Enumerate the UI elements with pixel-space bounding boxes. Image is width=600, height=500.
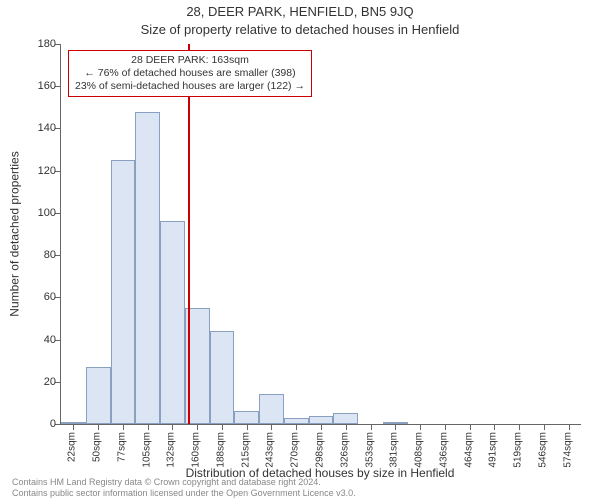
x-tick-label: 464sqm [463, 432, 474, 468]
x-tick-label: 408sqm [414, 432, 425, 468]
x-tick [371, 424, 372, 430]
x-tick [73, 424, 74, 430]
x-tick [470, 424, 471, 430]
annotation-line1: 28 DEER PARK: 163sqm [75, 54, 305, 67]
x-tick [197, 424, 198, 430]
x-tick [148, 424, 149, 430]
x-tick [222, 424, 223, 430]
x-tick [271, 424, 272, 430]
x-tick-label: 215sqm [240, 432, 251, 468]
x-tick-label: 519sqm [513, 432, 524, 468]
x-tick [123, 424, 124, 430]
x-tick [420, 424, 421, 430]
chart-title-description: Size of property relative to detached ho… [0, 22, 600, 37]
x-tick-label: 491sqm [488, 432, 499, 468]
x-tick [494, 424, 495, 430]
y-tick-label: 140 [26, 122, 56, 134]
histogram-bar [309, 416, 334, 424]
y-tick-label: 180 [26, 38, 56, 50]
y-tick-label: 60 [26, 291, 56, 303]
x-tick-label: 381sqm [389, 432, 400, 468]
x-tick-label: 326sqm [339, 432, 350, 468]
x-tick-label: 270sqm [290, 432, 301, 468]
histogram-bar [86, 367, 111, 424]
x-tick [519, 424, 520, 430]
x-tick [98, 424, 99, 430]
x-tick-label: 160sqm [191, 432, 202, 468]
x-tick [321, 424, 322, 430]
y-tick-label: 40 [26, 334, 56, 346]
annotation-line3: 23% of semi-detached houses are larger (… [75, 80, 305, 93]
x-tick-label: 298sqm [315, 432, 326, 468]
x-tick-label: 50sqm [92, 432, 103, 462]
x-tick [296, 424, 297, 430]
histogram-bar [259, 394, 284, 424]
x-tick [346, 424, 347, 430]
y-axis-label-text: Number of detached properties [8, 151, 22, 316]
footer-line1: Contains HM Land Registry data © Crown c… [12, 477, 356, 487]
x-tick-label: 353sqm [364, 432, 375, 468]
histogram-bar [333, 413, 358, 424]
plot-area [60, 44, 581, 425]
x-tick-label: 77sqm [116, 432, 127, 462]
x-tick-label: 546sqm [537, 432, 548, 468]
annotation-line2: ← 76% of detached houses are smaller (39… [75, 67, 305, 80]
x-tick-label: 132sqm [166, 432, 177, 468]
x-tick-label: 243sqm [265, 432, 276, 468]
x-tick [445, 424, 446, 430]
y-tick-label: 120 [26, 165, 56, 177]
x-tick-label: 436sqm [438, 432, 449, 468]
y-axis-label: Number of detached properties [8, 44, 22, 424]
property-marker-line [188, 44, 190, 424]
x-tick [569, 424, 570, 430]
x-tick [247, 424, 248, 430]
histogram-bar [160, 221, 185, 424]
y-tick-label: 160 [26, 80, 56, 92]
x-tick [544, 424, 545, 430]
footer-line2: Contains public sector information licen… [12, 488, 356, 498]
x-tick-label: 105sqm [141, 432, 152, 468]
y-tick-label: 80 [26, 249, 56, 261]
histogram-bar [135, 112, 160, 424]
histogram-bar [210, 331, 235, 424]
annotation-callout: 28 DEER PARK: 163sqm← 76% of detached ho… [68, 50, 312, 97]
chart-title-address: 28, DEER PARK, HENFIELD, BN5 9JQ [0, 4, 600, 19]
y-tick-label: 100 [26, 207, 56, 219]
x-tick-label: 574sqm [562, 432, 573, 468]
chart-root: 28, DEER PARK, HENFIELD, BN5 9JQ Size of… [0, 0, 600, 500]
histogram-bar [234, 411, 259, 424]
y-tick-label: 0 [26, 418, 56, 430]
footer-attribution: Contains HM Land Registry data © Crown c… [12, 477, 356, 498]
x-tick [172, 424, 173, 430]
x-tick [395, 424, 396, 430]
y-tick-label: 20 [26, 376, 56, 388]
x-tick-label: 22sqm [67, 432, 78, 462]
histogram-bar [111, 160, 136, 424]
x-tick-label: 188sqm [215, 432, 226, 468]
